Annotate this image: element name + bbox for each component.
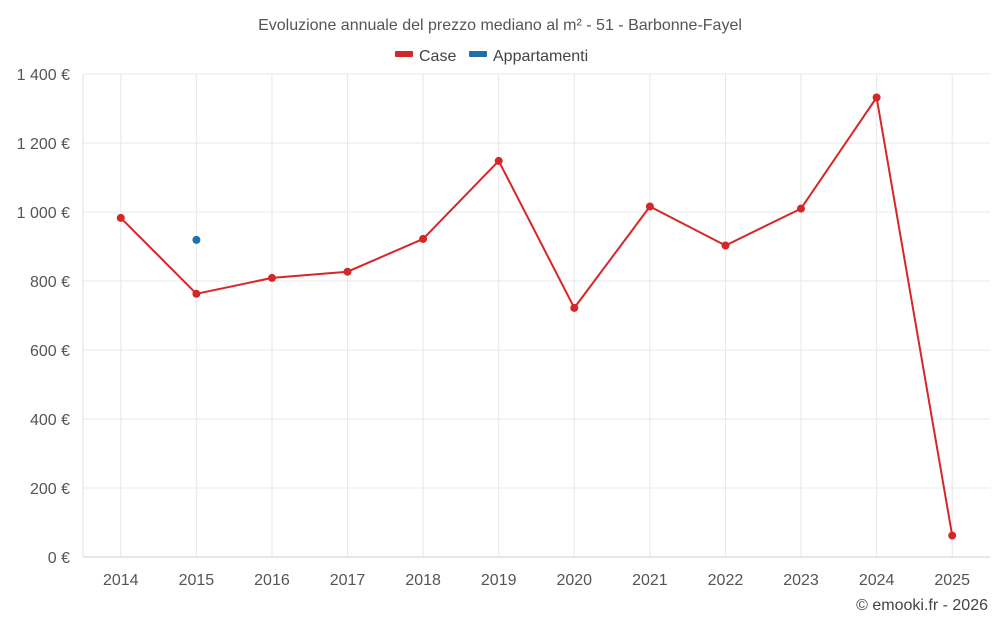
y-tick-label: 0 € bbox=[48, 550, 70, 567]
data-point-case[interactable] bbox=[570, 303, 579, 312]
chart-title: Evoluzione annuale del prezzo mediano al… bbox=[258, 17, 742, 34]
data-point-case[interactable] bbox=[268, 273, 276, 282]
data-point-case[interactable] bbox=[645, 202, 654, 211]
x-tick-label: 2025 bbox=[934, 572, 970, 589]
x-tick-label: 2016 bbox=[254, 572, 290, 589]
legend-swatch-case bbox=[395, 51, 413, 57]
x-tick-label: 2017 bbox=[330, 572, 366, 589]
y-tick-label: 200 € bbox=[30, 481, 70, 498]
x-tick-label: 2019 bbox=[481, 572, 517, 589]
legend-item-case[interactable]: Case bbox=[395, 48, 456, 65]
data-point-case[interactable] bbox=[948, 531, 957, 540]
x-tick-label: 2018 bbox=[405, 572, 441, 589]
legend: Case Appartamenti bbox=[395, 48, 588, 65]
x-tick-label: 2022 bbox=[708, 572, 744, 589]
y-tick-label: 600 € bbox=[30, 343, 70, 360]
series-line-case bbox=[120, 96, 954, 536]
data-point-case[interactable] bbox=[343, 267, 352, 276]
data-point-case[interactable] bbox=[116, 213, 125, 222]
x-tick-label: 2014 bbox=[103, 572, 139, 589]
y-tick-label: 1 000 € bbox=[17, 205, 70, 222]
legend-label-case: Case bbox=[419, 48, 456, 65]
x-tick-label: 2024 bbox=[859, 572, 895, 589]
data-point-case[interactable] bbox=[797, 204, 805, 213]
legend-item-appartamenti[interactable]: Appartamenti bbox=[469, 48, 588, 65]
y-tick-label: 400 € bbox=[30, 412, 70, 429]
y-tick-label: 800 € bbox=[30, 274, 70, 291]
data-point-appartamenti[interactable] bbox=[192, 235, 201, 244]
x-axis-ticks: 2014 2015 2016 2017 2018 2019 2020 2021 2022 2023… bbox=[103, 572, 970, 589]
x-tick-label: 2023 bbox=[783, 572, 819, 589]
grid bbox=[82, 73, 990, 558]
y-tick-label: 1 400 € bbox=[17, 67, 70, 84]
x-tick-label: 2021 bbox=[632, 572, 668, 589]
x-tick-label: 2020 bbox=[556, 572, 592, 589]
credit-text: © emooki.fr - 2026 bbox=[856, 597, 988, 614]
data-point-case[interactable] bbox=[419, 234, 428, 243]
legend-label-appartamenti: Appartamenti bbox=[493, 48, 588, 65]
x-tick-label: 2015 bbox=[179, 572, 215, 589]
y-axis-ticks: 0 € 200 € 400 € 600 € 800 € 1 000 € 1 200 € 1 4… bbox=[17, 67, 70, 567]
data-point-case[interactable] bbox=[192, 289, 201, 298]
legend-swatch-appartamenti bbox=[469, 51, 487, 57]
data-point-case[interactable] bbox=[721, 241, 730, 250]
data-point-case[interactable] bbox=[494, 156, 503, 165]
y-tick-label: 1 200 € bbox=[17, 136, 70, 153]
series bbox=[116, 93, 957, 540]
data-point-case[interactable] bbox=[872, 93, 881, 102]
